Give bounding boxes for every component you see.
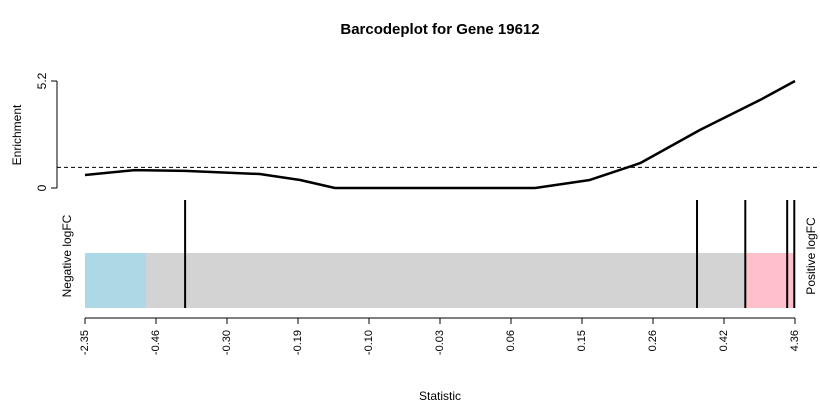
chart-title: Barcodeplot for Gene 19612 (340, 21, 539, 38)
x-tick-label: 0.15 (576, 330, 588, 351)
x-tick-label: 4.36 (789, 330, 801, 351)
x-tick-label: -0.30 (221, 330, 233, 355)
left-label: Negative logFC (60, 214, 74, 297)
x-tick-label: -0.19 (292, 330, 304, 355)
y-tick-label: 0 (35, 184, 49, 191)
y-axis-label: Enrichment (10, 104, 24, 165)
right-label: Positive logFC (804, 217, 818, 295)
x-tick-label: 0.26 (647, 330, 659, 351)
y-tick-label: 5.2 (35, 72, 49, 89)
barcode-background (85, 253, 795, 308)
x-tick-label: -0.03 (434, 330, 446, 355)
x-tick-label: 0.42 (718, 330, 730, 351)
x-tick-label: -2.35 (79, 330, 91, 355)
x-tick-label: -0.46 (150, 330, 162, 355)
region (85, 253, 147, 308)
enrichment-line (84, 79, 796, 190)
x-axis-label: Statistic (419, 389, 461, 403)
x-tick-label: -0.10 (363, 330, 375, 355)
x-tick-label: 0.06 (505, 330, 517, 351)
